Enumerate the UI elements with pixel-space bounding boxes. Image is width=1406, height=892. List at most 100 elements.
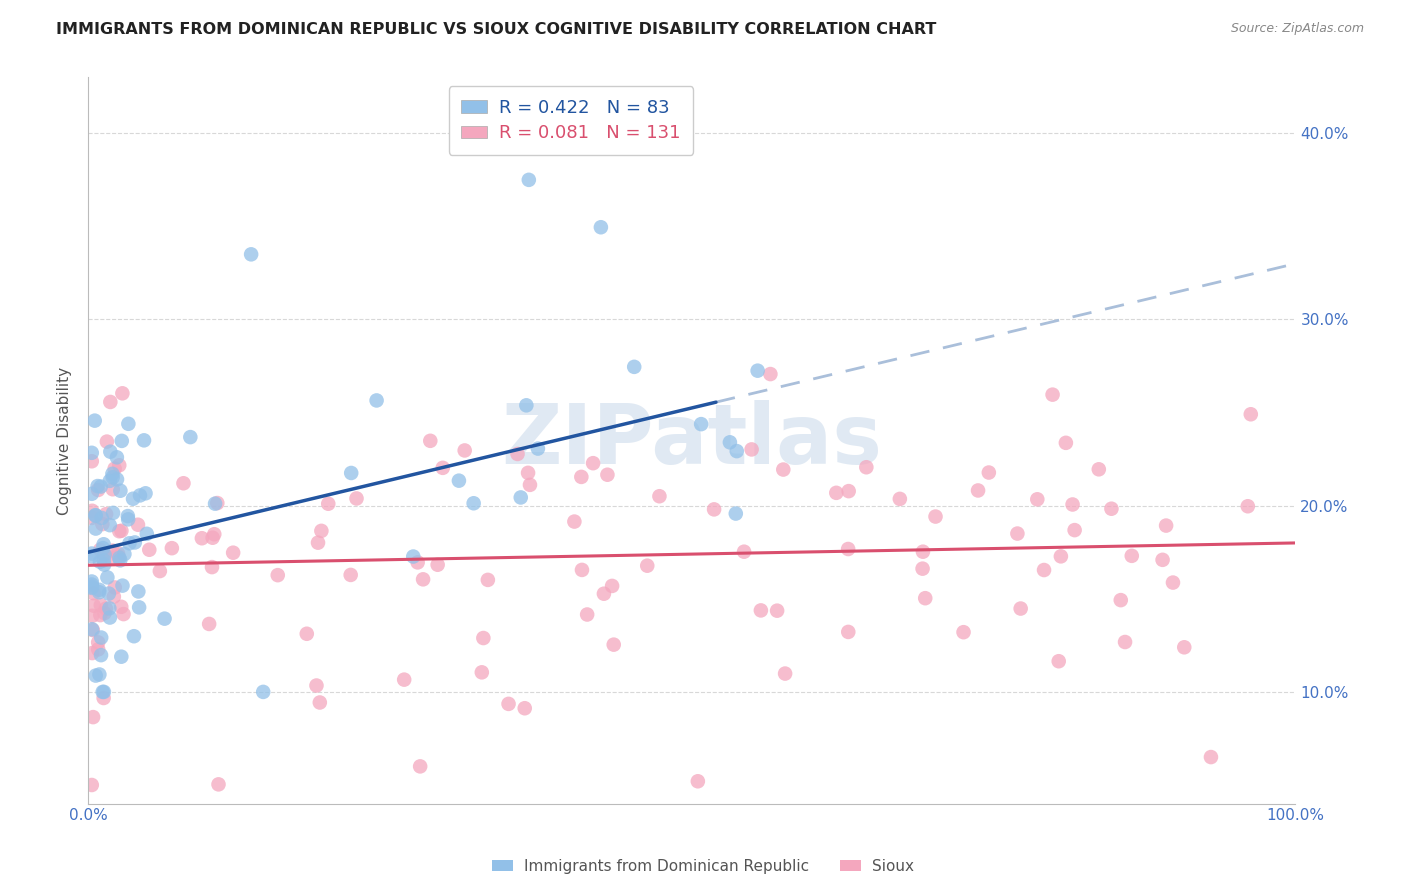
Point xyxy=(1099,501,1122,516)
Legend: Immigrants from Dominican Republic, Sioux: Immigrants from Dominican Republic, Siou… xyxy=(486,853,920,880)
Point xyxy=(132,434,155,448)
Point xyxy=(426,558,449,572)
Point xyxy=(90,511,112,525)
Point xyxy=(1161,575,1184,590)
Point xyxy=(686,774,709,789)
Text: ZIPatlas: ZIPatlas xyxy=(502,400,883,481)
Point xyxy=(127,517,149,532)
Point xyxy=(432,460,454,475)
Point xyxy=(90,631,112,645)
Point xyxy=(84,508,107,523)
Point xyxy=(93,606,115,620)
Point xyxy=(111,579,134,593)
Point xyxy=(87,635,110,649)
Point xyxy=(91,517,114,532)
Point xyxy=(308,696,330,710)
Point xyxy=(855,460,877,475)
Point xyxy=(84,522,107,536)
Point xyxy=(149,564,172,578)
Point xyxy=(117,512,139,526)
Point xyxy=(648,489,671,503)
Point xyxy=(1054,435,1077,450)
Point xyxy=(1199,750,1222,764)
Point xyxy=(98,395,121,409)
Point xyxy=(924,509,946,524)
Point xyxy=(128,600,150,615)
Point xyxy=(527,442,550,456)
Point xyxy=(346,491,368,506)
Point xyxy=(718,435,741,450)
Point xyxy=(96,570,118,584)
Point xyxy=(222,546,245,560)
Point xyxy=(179,430,201,444)
Point xyxy=(1050,549,1073,564)
Point xyxy=(1121,549,1143,563)
Point xyxy=(80,446,103,460)
Point xyxy=(153,612,176,626)
Point xyxy=(84,668,107,682)
Point xyxy=(316,497,339,511)
Point xyxy=(110,649,132,664)
Point xyxy=(690,417,713,431)
Point xyxy=(90,479,112,493)
Point xyxy=(97,586,120,600)
Point xyxy=(105,472,128,486)
Point xyxy=(82,710,104,724)
Point xyxy=(201,531,224,545)
Point xyxy=(825,486,848,500)
Point xyxy=(600,579,623,593)
Y-axis label: Cognitive Disability: Cognitive Disability xyxy=(58,367,72,515)
Point xyxy=(1042,387,1064,401)
Point xyxy=(724,507,747,521)
Point xyxy=(471,665,494,680)
Point xyxy=(84,508,107,523)
Point xyxy=(89,585,111,599)
Point xyxy=(198,616,221,631)
Point xyxy=(108,550,131,565)
Point xyxy=(340,466,363,480)
Point xyxy=(252,685,274,699)
Point xyxy=(138,542,160,557)
Point xyxy=(89,608,111,623)
Point xyxy=(513,701,536,715)
Point xyxy=(160,541,183,556)
Point xyxy=(191,531,214,545)
Point xyxy=(89,667,111,681)
Point xyxy=(117,417,139,431)
Point xyxy=(80,454,103,468)
Point xyxy=(571,563,593,577)
Point xyxy=(1088,462,1111,476)
Point xyxy=(82,504,104,518)
Point xyxy=(207,496,229,510)
Point xyxy=(90,598,112,612)
Point xyxy=(267,568,290,582)
Point xyxy=(98,610,121,624)
Point xyxy=(129,488,152,502)
Point xyxy=(772,462,794,476)
Point xyxy=(725,444,748,458)
Point xyxy=(89,582,111,597)
Point xyxy=(107,546,129,560)
Point xyxy=(1062,498,1084,512)
Text: IMMIGRANTS FROM DOMINICAN REPUBLIC VS SIOUX COGNITIVE DISABILITY CORRELATION CHA: IMMIGRANTS FROM DOMINICAN REPUBLIC VS SI… xyxy=(56,22,936,37)
Point xyxy=(86,479,108,493)
Point xyxy=(1109,593,1132,607)
Point xyxy=(172,476,194,491)
Point xyxy=(80,547,103,561)
Point xyxy=(967,483,990,498)
Point xyxy=(477,573,499,587)
Point xyxy=(977,466,1000,480)
Point xyxy=(1173,640,1195,655)
Point xyxy=(83,414,105,428)
Point xyxy=(80,622,103,636)
Point xyxy=(93,548,115,562)
Point xyxy=(110,599,132,614)
Point xyxy=(582,456,605,470)
Point xyxy=(101,470,124,484)
Point xyxy=(366,393,388,408)
Point xyxy=(80,549,103,564)
Point xyxy=(122,491,145,506)
Point xyxy=(636,558,658,573)
Point xyxy=(82,608,104,623)
Point xyxy=(1047,654,1070,668)
